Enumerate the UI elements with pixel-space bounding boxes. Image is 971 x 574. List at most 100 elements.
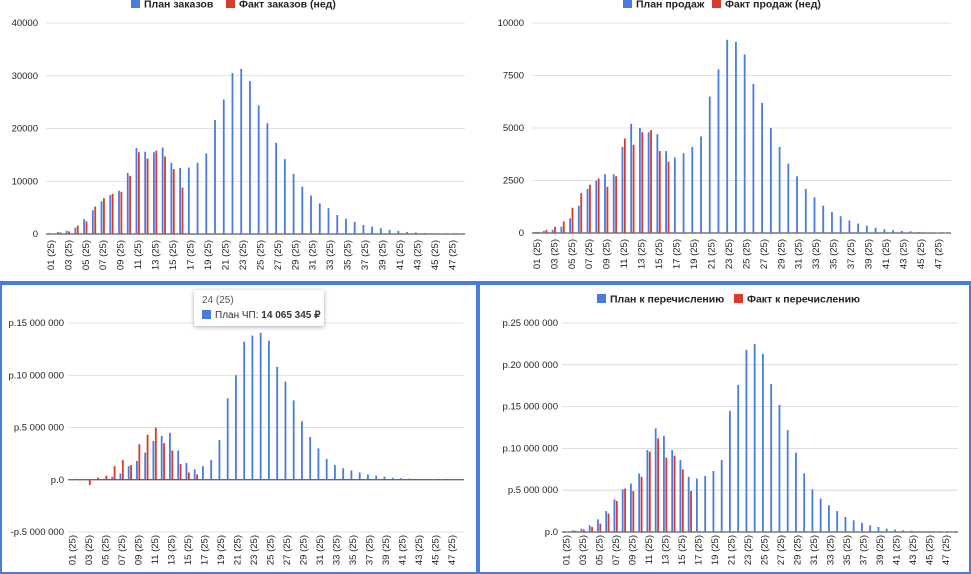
- chart-legend: План заказов Факт заказов (нед): [131, 0, 336, 11]
- x-tick-label: 01 (25): [532, 239, 543, 269]
- chart-payout: План к перечислению Факт к перечислению р.…: [503, 294, 958, 565]
- bar-fact: [154, 427, 157, 480]
- bar-plan: [735, 41, 737, 234]
- bar-fact: [566, 531, 569, 533]
- bar-plan: [696, 478, 698, 532]
- x-tick-label: 39 (25): [864, 239, 875, 269]
- bar-plan: [892, 230, 894, 233]
- bar-fact: [68, 231, 70, 234]
- bar-plan: [586, 188, 589, 233]
- bar-plan: [902, 530, 905, 532]
- x-tick-label: 13 (25): [661, 535, 672, 565]
- x-tick-label: 01 (25): [562, 535, 573, 565]
- bar-plan: [243, 341, 246, 480]
- chart-legend: План к перечислению Факт к перечислению: [597, 294, 860, 306]
- x-tick-label: 15 (25): [168, 240, 179, 270]
- x-tick-label: 09 (25): [116, 240, 127, 270]
- x-tick-label: 23 (25): [238, 240, 249, 270]
- bar-fact: [589, 184, 591, 233]
- bar-plan: [185, 463, 188, 480]
- bar-plan: [630, 483, 632, 532]
- x-tick-label: 21 (25): [220, 240, 231, 270]
- x-tick-label: 37 (25): [365, 535, 376, 565]
- bar-plan: [712, 470, 715, 532]
- bar-plan: [284, 381, 287, 480]
- x-tick-label: 19 (25): [710, 535, 721, 565]
- bar-plan: [325, 458, 328, 480]
- bar-plan: [169, 432, 171, 480]
- bar-plan: [160, 435, 163, 480]
- bar-fact: [536, 231, 539, 233]
- y-tick-label: 10000: [12, 176, 38, 187]
- bar-plan: [943, 531, 946, 533]
- bar-plan: [397, 230, 400, 234]
- bar-plan: [406, 231, 408, 234]
- x-tick-label: 07 (25): [611, 535, 622, 565]
- bar-plan: [918, 231, 921, 233]
- bar-plan: [865, 225, 868, 233]
- bar-plan: [778, 404, 781, 532]
- legend-swatch: [597, 294, 606, 303]
- x-tick-label: 25 (25): [266, 535, 277, 565]
- bar-plan: [292, 173, 295, 234]
- bar-plan: [179, 168, 182, 234]
- bar-plan: [612, 174, 615, 233]
- bar-plan: [310, 195, 312, 234]
- x-tick-label: 41 (25): [881, 239, 892, 269]
- legend-label: План заказов: [144, 0, 214, 11]
- bar-plan: [317, 448, 320, 480]
- bar-fact: [648, 451, 651, 532]
- bar-fact: [97, 477, 99, 480]
- bar-plan: [375, 475, 378, 480]
- bar-plan: [580, 528, 583, 532]
- y-tick-label: р.0: [545, 527, 558, 538]
- bar-plan: [534, 231, 537, 233]
- x-tick-label: 19 (25): [216, 535, 227, 565]
- bar-plan: [153, 152, 155, 234]
- x-tick-label: 05 (25): [101, 535, 112, 565]
- x-tick-label: 37 (25): [859, 535, 870, 565]
- x-tick-label: 39 (25): [875, 535, 886, 565]
- bar-plan: [564, 531, 566, 532]
- x-tick-label: 03 (25): [63, 240, 74, 270]
- bar-plan: [831, 212, 833, 233]
- bar-fact: [94, 206, 97, 234]
- bar-plan: [852, 520, 855, 532]
- bar-plan: [350, 470, 353, 480]
- x-tick-label: 21 (25): [706, 239, 717, 269]
- x-tick-label: 13 (25): [151, 240, 162, 270]
- bar-plan: [542, 230, 545, 233]
- bar-plan: [836, 511, 839, 532]
- bar-plan: [94, 479, 97, 480]
- bar-plan: [687, 476, 690, 532]
- bar-plan: [388, 229, 391, 234]
- bar-plan: [682, 153, 685, 233]
- bar-plan: [414, 232, 417, 234]
- x-tick-label: 47 (25): [941, 535, 952, 565]
- bar-plan: [900, 230, 903, 233]
- x-tick-label: 33 (25): [811, 239, 822, 269]
- tooltip-swatch: [202, 310, 211, 319]
- bar-plan: [358, 472, 361, 480]
- bar-plan: [126, 172, 129, 234]
- bar-plan: [819, 498, 822, 532]
- bar-fact: [181, 187, 184, 234]
- bar-fact: [137, 152, 140, 234]
- bar-plan: [449, 479, 452, 481]
- bar-fact: [632, 491, 635, 532]
- bar-plan: [83, 219, 85, 234]
- bar-plan: [432, 233, 435, 234]
- bar-plan: [560, 226, 563, 233]
- bar-plan: [441, 479, 444, 481]
- bar-plan: [944, 232, 947, 234]
- x-tick-label: 31 (25): [809, 535, 820, 565]
- x-tick-label: 27 (25): [273, 240, 284, 270]
- x-tick-label: 03 (25): [84, 535, 95, 565]
- legend-label: Факт к перечислению: [747, 294, 860, 306]
- y-tick-label: 7500: [503, 71, 524, 82]
- x-tick-label: 15 (25): [654, 239, 665, 269]
- bar-plan: [822, 205, 825, 233]
- x-tick-label: 21 (25): [727, 535, 738, 565]
- x-tick-label: 31 (25): [315, 535, 326, 565]
- bar-fact: [172, 169, 175, 234]
